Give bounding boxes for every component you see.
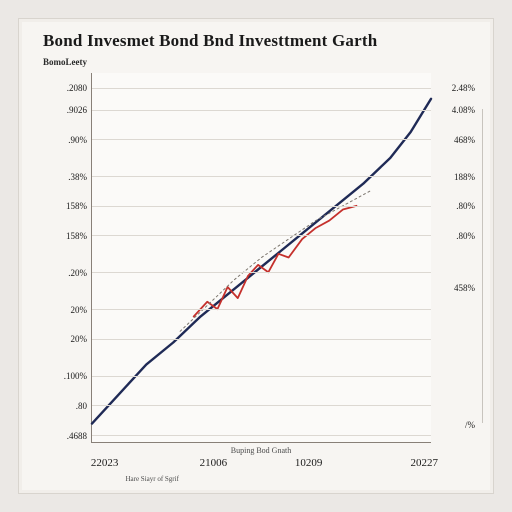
chart-subtitle: BomoLeety [43,57,87,67]
right-axis-label: .80% [456,201,475,211]
y-axis-label: .2080 [47,83,87,93]
gridline [92,110,431,111]
chart-lines [92,73,431,442]
gridline [92,339,431,340]
gridline [92,405,431,406]
right-axis-strip [482,109,487,423]
y-axis-label: .4688 [47,431,87,441]
x-axis-caption: Buping Bod Gnath [231,446,291,455]
y-axis-label: .38% [47,172,87,182]
gridline [92,139,431,140]
chart-frame: Bond Invesmet Bond Bnd Investtment Garth… [18,18,494,494]
x-axis-label: 21006 [200,457,228,469]
y-axis-label: .20% [47,268,87,278]
x-axis-label: 10209 [295,457,323,469]
y-axis-label: .90% [47,135,87,145]
y-axis-label: 20% [47,334,87,344]
y-axis-label: 158% [47,201,87,211]
gridline [92,88,431,89]
x-axis-subcaption: Hare Siayr of Sgrif [125,475,178,483]
right-axis-label: 458% [454,283,475,293]
y-axis-label: 158% [47,231,87,241]
right-axis-label: 468% [454,135,475,145]
y-axis-label: .80 [47,401,87,411]
y-axis-label: .9026 [47,105,87,115]
series-accent [194,206,357,317]
plot-area [91,73,431,443]
right-axis-label: 188% [454,172,475,182]
gridline [92,235,431,236]
gridline [92,272,431,273]
gridline [92,309,431,310]
x-axis-label: 20227 [410,457,438,469]
right-axis-label: 2.48% [452,83,475,93]
x-axis-label: 22023 [91,457,119,469]
right-axis-label: /% [465,420,475,430]
right-axis-label: 4.08% [452,105,475,115]
chart-title: Bond Invesmet Bond Bnd Investtment Garth [43,31,377,51]
gridline [92,206,431,207]
gridline [92,376,431,377]
right-axis-label: .80% [456,231,475,241]
gridline [92,176,431,177]
y-axis-label: 20% [47,305,87,315]
gridline [92,435,431,436]
y-axis-label: .100% [47,371,87,381]
